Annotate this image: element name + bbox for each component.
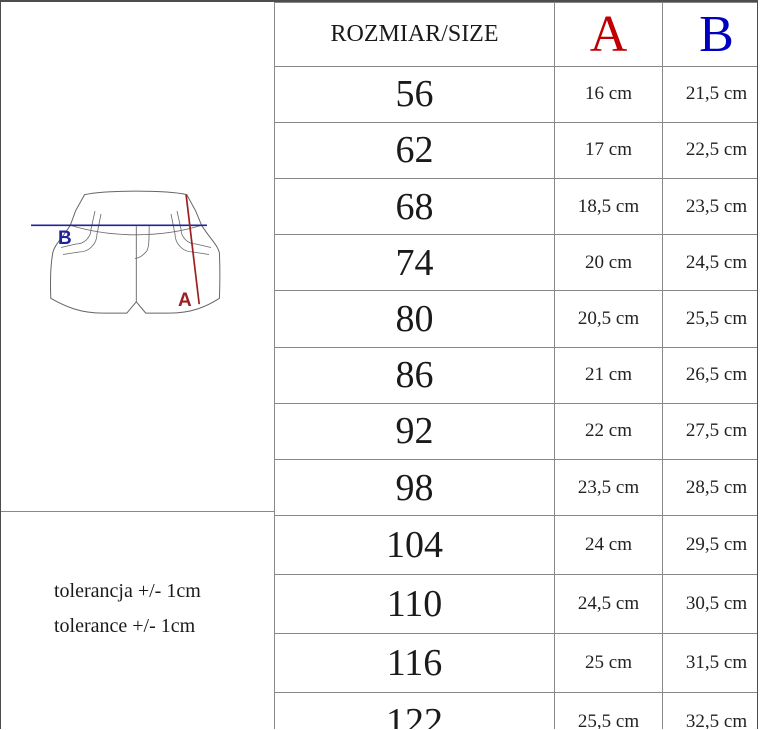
svg-text:B: B: [58, 228, 72, 249]
svg-text:A: A: [178, 290, 192, 311]
